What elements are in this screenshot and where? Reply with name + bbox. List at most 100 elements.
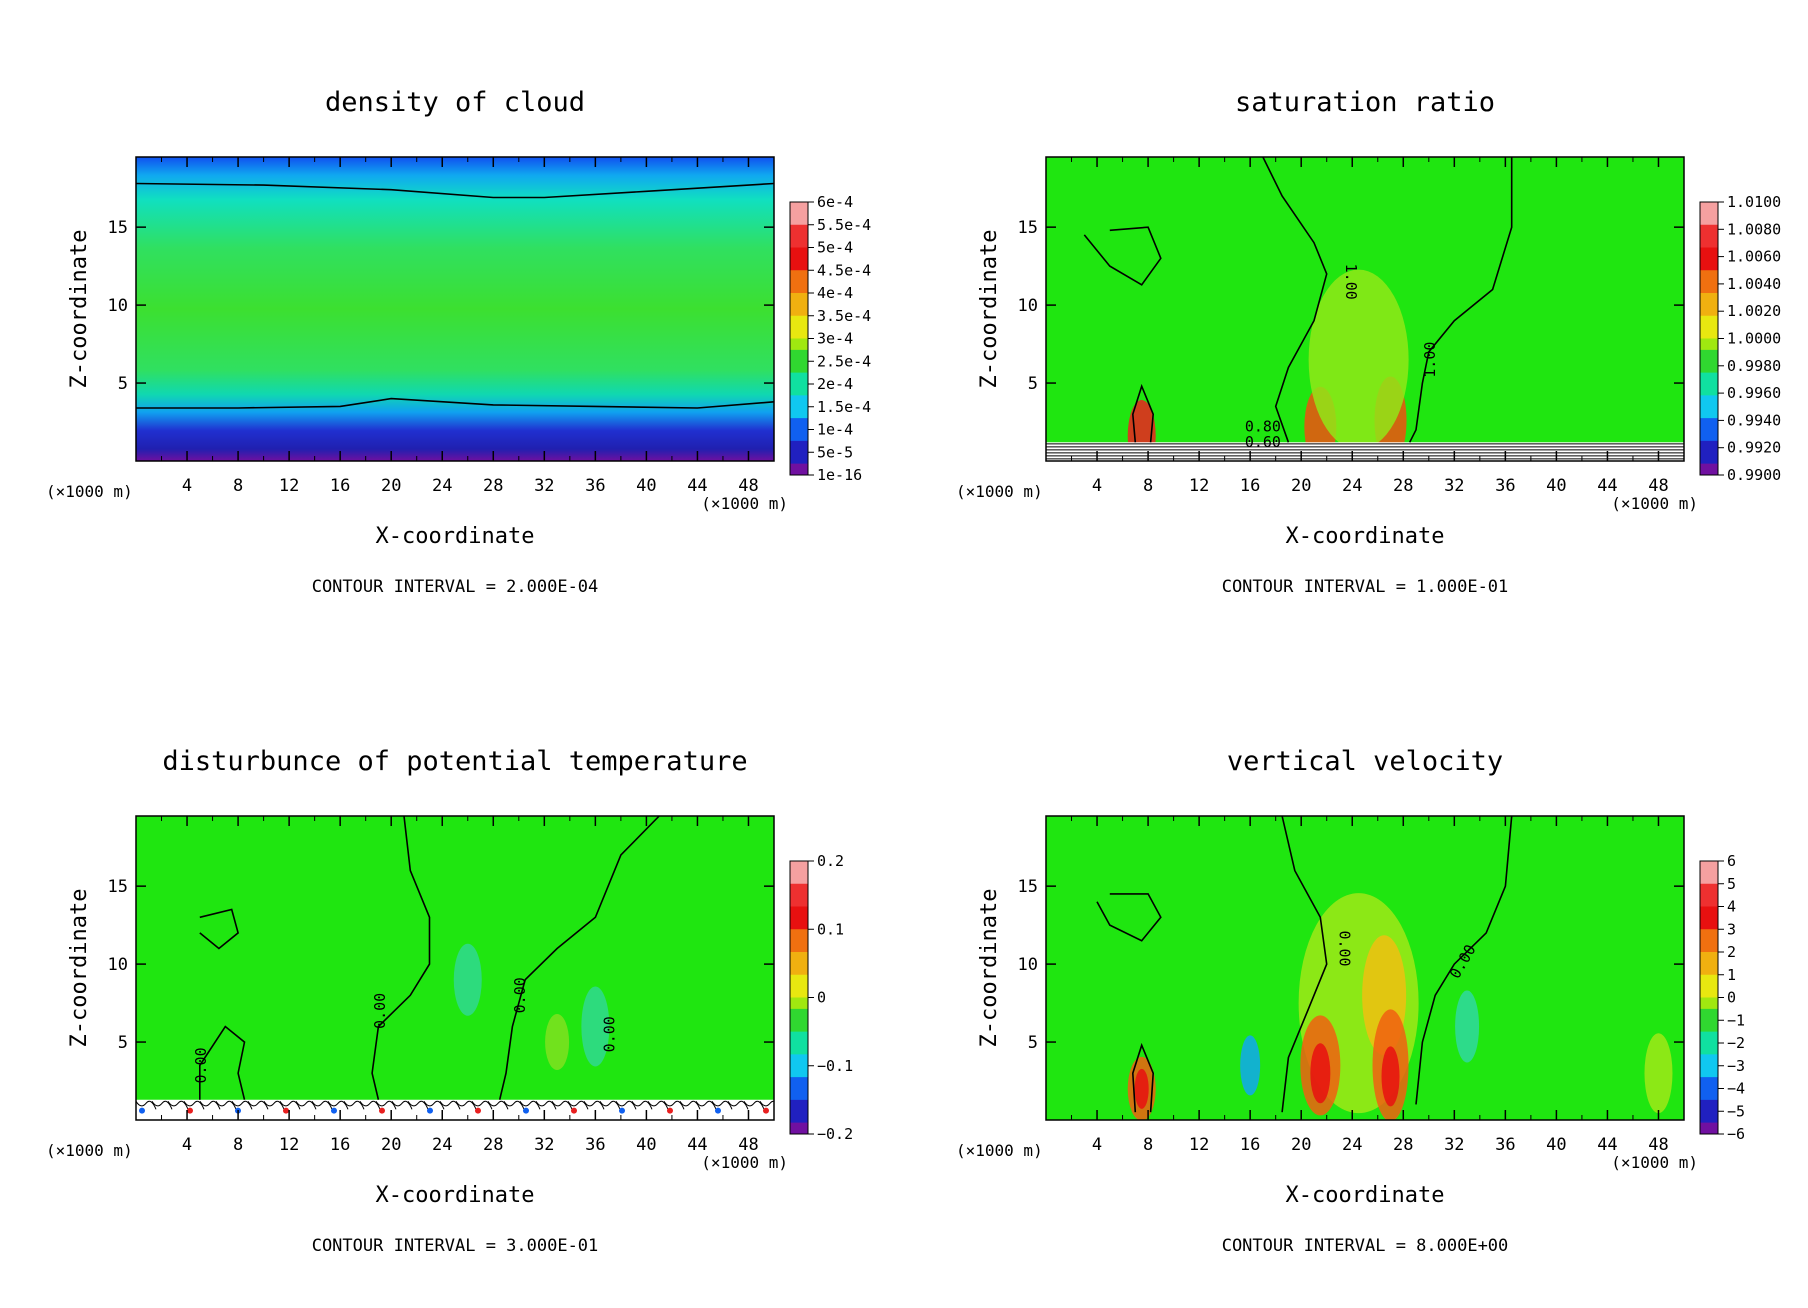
colorbar-label: 6e-4 — [817, 193, 853, 211]
colorbar-segment — [790, 986, 808, 998]
field: 0.00 0.00 0.00 0.00 — [136, 816, 774, 1120]
colorbar-segment — [790, 327, 808, 339]
y-axis-label: Z-coordinate — [67, 889, 92, 1048]
colorbar-segment — [790, 1111, 808, 1124]
plot-frame — [1045, 815, 1685, 1121]
colorbar-label: 3.5e-4 — [817, 307, 871, 325]
contour-line — [359, 1100, 381, 1110]
colorbar-segment — [1700, 1099, 1718, 1112]
colorbar-label: 1.0000 — [1727, 330, 1781, 348]
contour-line — [199, 1100, 221, 1110]
contour-label: 0.00 — [511, 977, 529, 1013]
plot-area: 0.00 0.00 — [1045, 815, 1685, 1121]
colorbar-segment — [1700, 1020, 1718, 1033]
colorbar-label: 5e-4 — [817, 239, 853, 257]
colorbar-segment — [1700, 872, 1718, 885]
colorbar-label: −1 — [1727, 1011, 1745, 1029]
contour-line — [1096, 893, 1162, 942]
colorbar-segment — [1700, 418, 1718, 430]
colorbar-segment — [790, 1065, 808, 1078]
colorbar-segment — [1700, 1043, 1718, 1055]
colorbar-segment — [1700, 861, 1718, 873]
colorbar-segment — [1700, 974, 1718, 987]
contour-label: 0.00 — [192, 1047, 210, 1083]
colorbar-label: 1.0040 — [1727, 275, 1781, 293]
colorbar-label: 0.1 — [817, 920, 844, 938]
field-blob — [1308, 269, 1409, 450]
colorbar-segment — [1700, 440, 1718, 453]
colorbar-segment — [790, 338, 808, 351]
x-unit-left: (×1000 m) — [956, 1141, 1043, 1160]
contour-line — [279, 1100, 301, 1110]
colorbar-segment — [790, 1099, 808, 1112]
colorbar-label: −0.2 — [817, 1125, 853, 1143]
x-tick-label: 12 — [1189, 476, 1209, 496]
y-tick-label: 10 — [1018, 955, 1038, 975]
field-blob — [1455, 990, 1480, 1063]
colorbar-segment — [790, 1031, 808, 1044]
contour-line — [695, 1100, 717, 1110]
field-blob — [667, 1107, 673, 1114]
contour-line — [343, 1100, 365, 1110]
x-unit-right: (×1000 m) — [1611, 1153, 1698, 1172]
contour-line — [1281, 816, 1328, 1113]
colorbar-segment — [1700, 917, 1718, 930]
x-unit-right: (×1000 m) — [701, 1153, 788, 1172]
contour-line — [1408, 157, 1513, 443]
contour-line — [199, 908, 240, 950]
x-tick-label: 48 — [1648, 476, 1668, 496]
contour-label: 1.00 — [1342, 264, 1360, 300]
contour-interval: CONTOUR INTERVAL = 2.000E-04 — [312, 577, 599, 597]
plot-area: 0.00 0.00 0.00 0.00 — [135, 815, 775, 1121]
contour-line — [743, 1100, 765, 1110]
colorbar-segment — [790, 406, 808, 419]
colorbar-segment — [1700, 1054, 1718, 1067]
contour-line — [663, 1100, 685, 1110]
plot-frame — [1045, 156, 1685, 462]
colorbar-segment — [1700, 1065, 1718, 1078]
contour-line — [615, 1100, 637, 1110]
x-tick-label: 12 — [279, 476, 299, 496]
field-blob — [453, 943, 482, 1016]
y-tick-label: 5 — [1028, 1033, 1038, 1053]
x-tick-label: 32 — [1444, 1135, 1464, 1155]
contour-line — [567, 1100, 589, 1110]
colorbar-label: 4.5e-4 — [817, 261, 871, 279]
x-tick-label: 40 — [636, 476, 656, 496]
field-blob — [139, 1107, 145, 1114]
y-tick-label: 5 — [1028, 374, 1038, 394]
contour-line — [231, 1100, 253, 1110]
x-unit-right: (×1000 m) — [1611, 494, 1698, 513]
contour-line — [167, 1100, 189, 1110]
x-tick-label: 44 — [1597, 476, 1617, 496]
y-tick-label: 5 — [118, 1033, 128, 1053]
colorbar-segment — [790, 418, 808, 430]
field-fill — [136, 157, 774, 461]
contour-line — [1083, 226, 1162, 286]
contour-line — [1415, 816, 1513, 1105]
x-unit-left: (×1000 m) — [46, 482, 133, 501]
x-tick-label: 44 — [687, 476, 707, 496]
field-blob — [1240, 1035, 1261, 1096]
x-tick-label: 28 — [1393, 1135, 1413, 1155]
colorbar-label: −2 — [1727, 1034, 1745, 1052]
x-axis-label: X-coordinate — [1286, 1183, 1445, 1208]
contour-line — [727, 1100, 749, 1110]
colorbar-segment — [1700, 315, 1718, 328]
contour-line — [679, 1100, 701, 1110]
colorbar: 1.0100 1.0080 1.0060 1.0040 1.0020 1.0000 0.99… — [1699, 193, 1781, 484]
colorbar-label: −5 — [1727, 1102, 1745, 1120]
x-tick-label: 40 — [1546, 476, 1566, 496]
colorbar-segment — [1700, 281, 1718, 294]
colorbar-segment — [790, 236, 808, 248]
field-blob — [427, 1107, 433, 1114]
x-tick-label: 8 — [233, 1135, 243, 1155]
colorbar-segment — [1700, 1008, 1718, 1021]
x-tick-label: 20 — [1291, 1135, 1311, 1155]
contour-interval: CONTOUR INTERVAL = 3.000E-01 — [312, 1236, 599, 1256]
field — [136, 157, 774, 461]
y-axis-label: Z-coordinate — [977, 889, 1002, 1048]
colorbar-segment — [1700, 202, 1718, 214]
contour-label: 0.80 — [1245, 417, 1281, 435]
